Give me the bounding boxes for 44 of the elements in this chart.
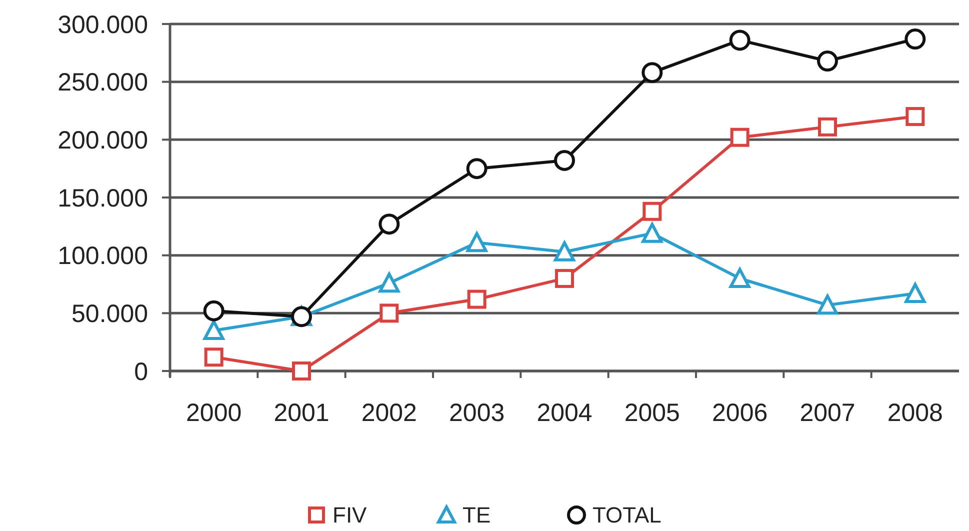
point bbox=[203, 320, 224, 340]
point bbox=[378, 272, 400, 293]
point bbox=[380, 304, 399, 323]
y-tick-label: 0 bbox=[134, 358, 148, 386]
point bbox=[466, 232, 488, 252]
point bbox=[642, 202, 662, 221]
y-tick-label: 250.000 bbox=[58, 68, 148, 97]
x-tick-label: 2003 bbox=[449, 399, 505, 427]
point bbox=[292, 362, 311, 380]
point bbox=[817, 294, 838, 315]
point bbox=[467, 290, 486, 309]
y-tick-label: 200.000 bbox=[58, 126, 148, 154]
x-tick-label: 2007 bbox=[800, 399, 856, 427]
x-tick-label: 2006 bbox=[712, 399, 768, 427]
point bbox=[906, 107, 925, 126]
point bbox=[818, 117, 837, 136]
point bbox=[203, 300, 224, 322]
legend-label: FIV bbox=[332, 502, 368, 528]
point bbox=[642, 62, 663, 84]
x-tick-label: 2004 bbox=[536, 399, 592, 427]
point bbox=[555, 268, 574, 288]
y-tick-label: 150.000 bbox=[58, 184, 148, 212]
legend-label: TOTAL bbox=[592, 502, 662, 528]
point bbox=[904, 283, 926, 304]
point bbox=[642, 222, 663, 243]
x-tick-label: 2005 bbox=[624, 399, 680, 427]
x-tick-label: 2008 bbox=[887, 399, 943, 427]
point bbox=[729, 30, 750, 51]
point bbox=[729, 268, 750, 288]
point bbox=[204, 348, 224, 367]
point bbox=[554, 150, 575, 171]
point bbox=[554, 241, 575, 262]
point bbox=[378, 214, 400, 235]
x-tick-label: 2001 bbox=[274, 399, 330, 427]
point bbox=[730, 128, 750, 147]
point bbox=[466, 158, 488, 180]
y-tick-label: 100.000 bbox=[58, 242, 148, 270]
point bbox=[817, 50, 838, 72]
x-tick-label: 2002 bbox=[361, 399, 417, 427]
point bbox=[904, 28, 926, 50]
legend-label: TE bbox=[462, 502, 491, 528]
y-tick-label: 50.000 bbox=[72, 300, 148, 328]
x-tick-label: 2000 bbox=[186, 399, 242, 427]
y-tick-label: 300.000 bbox=[58, 10, 148, 39]
